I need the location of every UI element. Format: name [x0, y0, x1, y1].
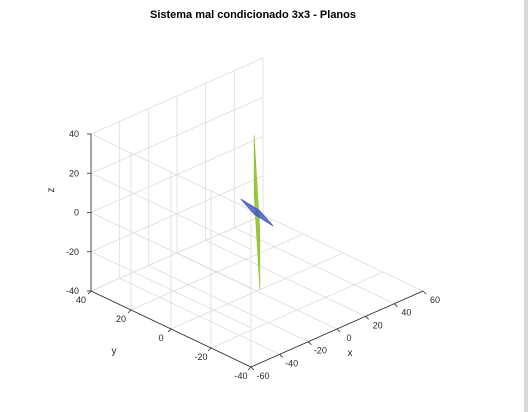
z-tick-label: 40	[69, 129, 79, 139]
plane-mesh-line	[250, 204, 264, 221]
x-tick-label: -20	[314, 346, 327, 356]
x-tick-mark	[365, 316, 369, 320]
grid-line	[90, 172, 252, 250]
z-tick-label: -40	[66, 286, 79, 296]
x-tick-label: 40	[401, 308, 411, 318]
window-edge	[524, 0, 528, 412]
x-tick-label: 60	[430, 295, 440, 305]
grid-line	[170, 252, 344, 330]
y-tick-label: -20	[194, 352, 207, 362]
y-tick-label: 0	[158, 333, 163, 343]
x-tick-mark	[250, 366, 255, 371]
y-tick-label: 40	[76, 295, 86, 305]
plane-2	[240, 198, 274, 227]
y-tick-mark	[87, 290, 92, 295]
z-axis-label: z	[46, 188, 57, 193]
z-tick-label: -20	[66, 247, 79, 257]
planes	[240, 135, 274, 290]
plane-mesh-line	[250, 210, 271, 223]
y-tick-mark	[247, 366, 252, 371]
chart-title: Sistema mal condicionado 3x3 - Planos	[150, 9, 356, 21]
plane-mesh-line	[253, 150, 261, 245]
plane-mesh-line	[243, 202, 264, 215]
x-tick-mark	[422, 290, 427, 295]
axes	[87, 133, 427, 371]
x-tick-mark	[336, 328, 341, 333]
x-axis-label: x	[348, 348, 353, 359]
z-tick-label: 20	[69, 168, 79, 178]
y-axis-label: y	[112, 346, 117, 357]
y-tick-mark	[207, 347, 212, 352]
y-tick-label: 20	[116, 314, 126, 324]
grid-line	[90, 251, 252, 329]
grid-line	[90, 133, 252, 211]
y-tick-mark	[167, 328, 172, 333]
x-tick-mark	[394, 303, 398, 307]
x-tick-label: 0	[346, 333, 351, 343]
plane-mesh-line	[254, 207, 269, 224]
x-tick-label: -60	[256, 371, 269, 381]
x-tick-mark	[308, 341, 312, 345]
x-tick-mark	[279, 354, 283, 358]
grid-line	[90, 57, 264, 135]
y-tick-mark	[127, 309, 132, 314]
z-tick-label: 0	[74, 208, 79, 218]
plane-mesh-line	[245, 201, 260, 218]
grid-line	[90, 212, 252, 289]
plane-mesh-line	[253, 180, 261, 275]
x-tick-label: 20	[373, 320, 383, 330]
grid-line	[90, 96, 264, 174]
x-tick-label: -40	[285, 358, 298, 368]
plane-mesh-line	[247, 206, 267, 219]
y-tick-label: -40	[234, 371, 247, 381]
grid-line	[210, 271, 384, 349]
